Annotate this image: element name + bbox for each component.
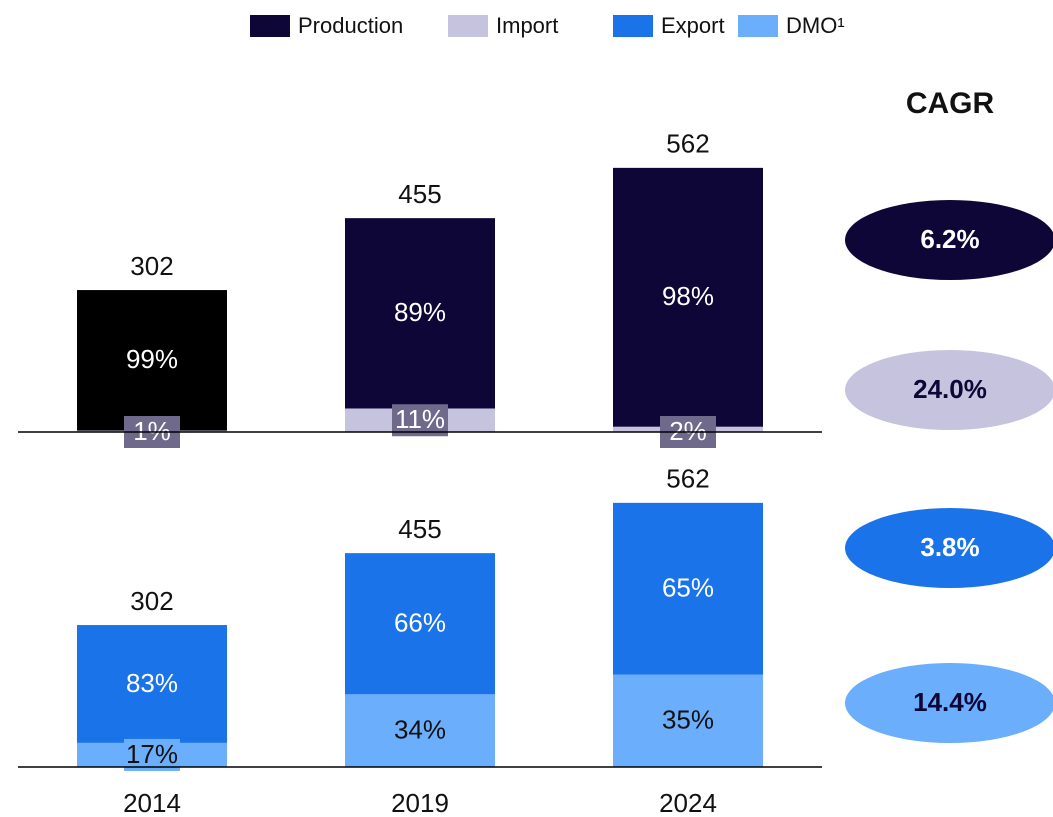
bar-segment (613, 502, 763, 675)
value-label: 17% (126, 739, 178, 769)
legend-label: Production (298, 13, 403, 38)
total-label: 302 (130, 586, 173, 616)
cagr-badge (845, 663, 1053, 743)
value-label: 11% (395, 404, 445, 434)
legend-label: DMO¹ (786, 13, 845, 38)
cagr-label: 6.2% (920, 224, 979, 254)
cagr-label: 24.0% (913, 374, 987, 404)
value-label: 66% (394, 608, 446, 638)
bar-segment (77, 290, 227, 431)
value-label: 99% (126, 344, 178, 374)
legend-label: Import (496, 13, 558, 38)
bar-segment (613, 674, 763, 767)
total-label: 455 (398, 514, 441, 544)
total-label: 562 (666, 464, 709, 494)
value-label: 2% (669, 416, 707, 446)
bar-segment (345, 218, 495, 409)
bar-segment (77, 625, 227, 743)
cagr-badge (845, 508, 1053, 588)
value-label: 1% (133, 416, 171, 446)
legend-swatch (613, 15, 653, 37)
cagr-title: CAGR (906, 87, 995, 120)
legend-swatch (448, 15, 488, 37)
cagr-label: 3.8% (920, 532, 979, 562)
total-label: 455 (398, 179, 441, 209)
legend-swatch (250, 15, 290, 37)
bar-segment (345, 553, 495, 695)
label-box (392, 404, 448, 437)
value-label: 65% (662, 573, 714, 603)
value-label: 34% (394, 715, 446, 745)
x-tick-label: 2014 (123, 788, 181, 817)
value-label: 83% (126, 668, 178, 698)
value-label: 35% (662, 705, 714, 735)
bar-segment (345, 694, 495, 767)
legend-label: Export (661, 13, 725, 38)
label-box (124, 738, 180, 771)
cagr-label: 14.4% (913, 687, 987, 717)
x-tick-label: 2019 (391, 788, 449, 817)
value-label: 89% (394, 297, 446, 327)
cagr-badge (845, 350, 1053, 430)
legend-swatch (738, 15, 778, 37)
bar-segment (613, 167, 763, 427)
cagr-badge (845, 200, 1053, 280)
total-label: 302 (130, 251, 173, 281)
x-tick-label: 2024 (659, 788, 717, 817)
total-label: 562 (666, 129, 709, 159)
value-label: 98% (662, 281, 714, 311)
